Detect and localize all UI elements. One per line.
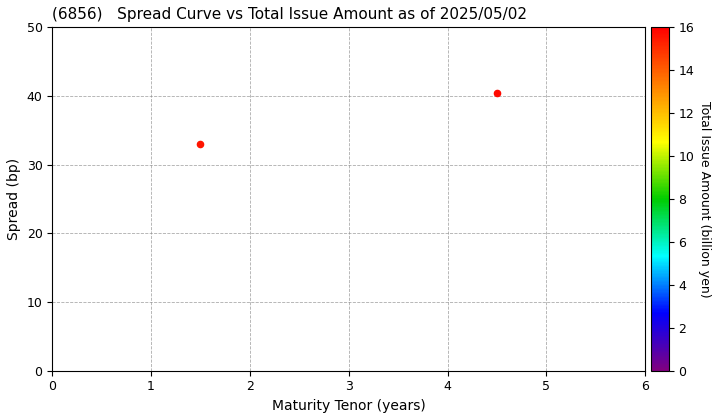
X-axis label: Maturity Tenor (years): Maturity Tenor (years)	[272, 399, 426, 413]
Text: (6856)   Spread Curve vs Total Issue Amount as of 2025/05/02: (6856) Spread Curve vs Total Issue Amoun…	[53, 7, 527, 22]
Y-axis label: Total Issue Amount (billion yen): Total Issue Amount (billion yen)	[698, 101, 711, 297]
Point	[194, 141, 206, 147]
Point	[491, 89, 503, 96]
Y-axis label: Spread (bp): Spread (bp)	[7, 158, 21, 240]
